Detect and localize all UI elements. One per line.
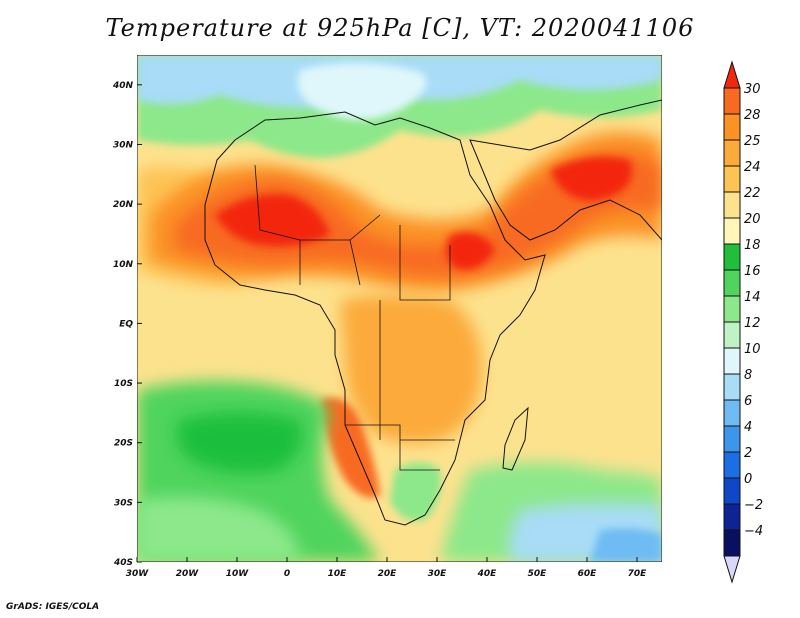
arabia-coastline xyxy=(469,99,662,241)
colorbar-label: 6 xyxy=(744,394,752,409)
colorbar-swatch xyxy=(723,347,741,375)
colorbar-swatch xyxy=(723,373,741,401)
x-tick-label: 0 xyxy=(284,569,290,579)
y-tick-label: 20S xyxy=(114,439,133,449)
x-tick-label: 40E xyxy=(477,569,498,579)
colorbar-label: −2 xyxy=(744,498,763,513)
colorbar-swatch xyxy=(723,425,741,453)
x-tick-label: 60E xyxy=(578,569,598,579)
colorbar-swatch xyxy=(723,503,741,531)
colorbar-label: 28 xyxy=(744,108,761,123)
south-africa-cool xyxy=(390,462,441,521)
y-tick-label: 10N xyxy=(113,260,134,270)
y-tick-label: 20N xyxy=(113,200,134,210)
map-title: Temperature at 925hPa [C], VT: 202004110… xyxy=(105,14,695,42)
indian-ocean-colder xyxy=(590,528,662,562)
y-tick-label: 40N xyxy=(112,81,134,91)
colorbar-label: 12 xyxy=(744,316,761,331)
south-atlantic-darkgreen xyxy=(176,412,303,474)
sahel-hot xyxy=(175,152,662,277)
colorbar-swatch xyxy=(723,87,741,115)
x-tick-label: 20E xyxy=(378,569,398,579)
sudan-hot xyxy=(446,232,495,270)
africa-coastline xyxy=(204,111,546,526)
colorbar-bottom-arrow xyxy=(723,555,741,584)
colorbar-label: 18 xyxy=(744,238,761,253)
x-tick-label: 30E xyxy=(428,569,448,579)
colorbar-swatch xyxy=(723,399,741,427)
colorbar-label: 16 xyxy=(744,264,761,279)
arabia-hottest xyxy=(550,156,632,201)
mediterranean-cool xyxy=(297,62,427,120)
colorbar-label: 4 xyxy=(744,420,752,435)
country-borders xyxy=(254,164,455,471)
y-tick-label: 40S xyxy=(113,558,133,568)
x-tick-label: 50E xyxy=(528,569,548,579)
colorbar-label: 25 xyxy=(744,134,761,149)
colorbar-swatch xyxy=(723,269,741,297)
colorbar-swatch xyxy=(723,165,741,193)
grads-credit: GrADS: IGES/COLA xyxy=(6,602,100,612)
southwest-light-green xyxy=(137,496,300,562)
x-tick-label: 70E xyxy=(628,569,648,579)
temperature-field xyxy=(137,55,662,562)
colorbar-swatch xyxy=(723,139,741,167)
colorbar-swatch xyxy=(723,477,741,505)
colorbar-swatch xyxy=(723,295,741,323)
x-tick-label: 10W xyxy=(226,569,250,579)
colorbar-swatch xyxy=(723,217,741,245)
central-warm xyxy=(340,295,482,444)
colorbar-swatch xyxy=(723,191,741,219)
colorbar-swatch xyxy=(723,529,741,557)
colorbar-swatch xyxy=(723,113,741,141)
colorbar-swatch xyxy=(723,321,741,349)
madagascar-coastline xyxy=(502,406,529,471)
colorbar-top-arrow xyxy=(723,60,741,89)
colorbar-label: 10 xyxy=(744,342,761,357)
y-tick-label: EQ xyxy=(119,319,133,329)
colorbar-label: 20 xyxy=(744,212,761,227)
colorbar-label: 14 xyxy=(744,290,761,305)
colorbar-label: 8 xyxy=(744,368,752,383)
colorbar-label: 2 xyxy=(744,446,752,461)
colorbar-label: 24 xyxy=(744,160,761,175)
colorbar-swatch xyxy=(723,243,741,271)
x-tick-label: 10E xyxy=(328,569,348,579)
colorbar-label: 30 xyxy=(744,82,761,97)
sahara-hottest-west xyxy=(215,194,330,247)
colorbar-label: 0 xyxy=(744,472,752,487)
x-tick-label: 20W xyxy=(176,569,200,579)
colorbar-swatch xyxy=(723,451,741,479)
colorbar-label: 22 xyxy=(744,186,761,201)
y-tick-label: 30S xyxy=(114,498,133,508)
colorbar-label: −4 xyxy=(744,524,763,539)
y-tick-label: 30N xyxy=(113,140,134,150)
x-axis-ticks: 30W 20W 10W 0 10E 20E 30E 40E 50E 60E 70E xyxy=(126,557,647,579)
y-axis-ticks: 40N 30N 20N 10N EQ 10S 20S 30S 40S xyxy=(112,81,142,568)
x-tick-label: 30W xyxy=(126,569,150,579)
y-tick-label: 10S xyxy=(114,379,133,389)
